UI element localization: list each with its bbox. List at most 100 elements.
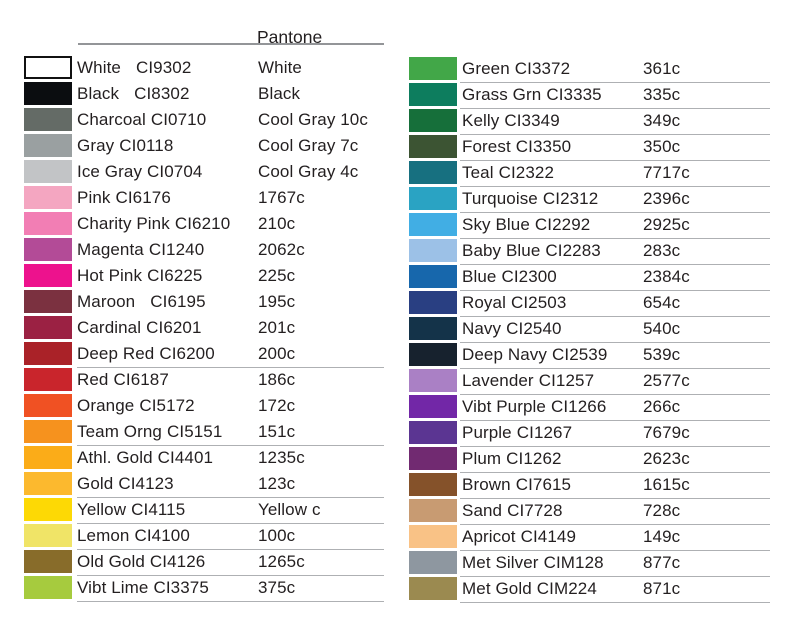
pantone-column-header: Pantone — [257, 27, 323, 47]
color-name-and-code: Cardinal CI6201 — [77, 318, 202, 338]
color-name-and-code: Vibt Lime CI3375 — [77, 578, 209, 598]
color-code: CI4149 — [520, 527, 577, 546]
color-row: Apricot CI4149 149c — [409, 525, 770, 551]
color-swatch — [409, 343, 457, 366]
pantone-value: 1615c — [643, 475, 690, 494]
color-name: Plum — [462, 449, 502, 468]
color-row: Gold CI4123 123c — [24, 472, 384, 498]
color-name: Green — [462, 59, 510, 78]
color-swatch — [409, 473, 457, 496]
color-name-and-code: Plum CI1262 — [462, 449, 562, 469]
pantone-value: 2925c — [643, 215, 690, 234]
pantone-value: 349c — [643, 111, 681, 130]
pantone-value: 1235c — [258, 448, 305, 467]
color-code: CI6187 — [113, 370, 169, 389]
color-name: Black — [77, 84, 120, 103]
color-code: CI3335 — [546, 85, 602, 104]
color-row: Met Silver CIM128 877c — [409, 551, 770, 577]
color-name-and-code: Lavender CI1257 — [462, 371, 594, 391]
color-row: Deep Navy CI2539 539c — [409, 343, 770, 369]
pantone-value: Cool Gray 10c — [258, 110, 368, 129]
color-row: Sky Blue CI2292 2925c — [409, 213, 770, 239]
color-name-and-code: Turquoise CI2312 — [462, 189, 598, 209]
color-code: CI9302 — [135, 58, 192, 77]
color-code: CI2503 — [510, 293, 567, 312]
color-code: CI4126 — [149, 552, 206, 571]
color-name: Purple — [462, 423, 512, 442]
color-name-and-code: Apricot CI4149 — [462, 527, 576, 547]
color-row: Purple CI1267 7679c — [409, 421, 770, 447]
pantone-value: 1767c — [258, 188, 305, 207]
color-name: Deep Red — [77, 344, 155, 363]
color-name-and-code: Grass Grn CI3335 — [462, 85, 602, 105]
color-name-and-code: Athl. Gold CI4401 — [77, 448, 213, 468]
color-row: Orange CI5172 172c — [24, 394, 384, 420]
color-code: CI5151 — [167, 422, 223, 441]
color-row: Hot Pink CI6225 225c — [24, 264, 384, 290]
color-row: Maroon CI6195 195c — [24, 290, 384, 316]
color-name: Lemon — [77, 526, 130, 545]
color-row: Plum CI1262 2623c — [409, 447, 770, 473]
pantone-value: 172c — [258, 396, 296, 415]
color-row: Black CI8302 Black — [24, 82, 384, 108]
color-name-and-code: Baby Blue CI2283 — [462, 241, 601, 261]
color-code: CI6176 — [115, 188, 171, 207]
color-name: Kelly — [462, 111, 500, 130]
color-swatch — [24, 82, 72, 105]
color-row: Team Orng CI5151 151c — [24, 420, 384, 446]
color-code: CI2292 — [534, 215, 591, 234]
pantone-value: 7717c — [643, 163, 690, 182]
color-name: Teal — [462, 163, 494, 182]
color-swatch — [409, 499, 457, 522]
color-name: Vibt Lime — [77, 578, 149, 597]
color-swatch — [24, 108, 72, 131]
color-name: Sky Blue — [462, 215, 530, 234]
color-row: Grass Grn CI3335 335c — [409, 83, 770, 109]
color-code: CI1262 — [506, 449, 562, 468]
color-code: CI4123 — [118, 474, 174, 493]
color-name: Royal — [462, 293, 506, 312]
color-name-and-code: Vibt Purple CI1266 — [462, 397, 606, 417]
color-row: Vibt Lime CI3375 375c — [24, 576, 384, 602]
color-code: CI7615 — [515, 475, 572, 494]
color-row: Magenta CI1240 2062c — [24, 238, 384, 264]
color-name: Charcoal — [77, 110, 146, 129]
color-name: Brown — [462, 475, 511, 494]
color-row: Green CI3372 361c — [409, 57, 770, 83]
color-row: Brown CI7615 1615c — [409, 473, 770, 499]
color-name-and-code: Teal CI2322 — [462, 163, 554, 183]
color-name: Red — [77, 370, 109, 389]
color-name: Met Silver — [462, 553, 539, 572]
pantone-value: 123c — [258, 474, 296, 493]
color-code: CI2283 — [545, 241, 601, 260]
pantone-value: 2623c — [643, 449, 690, 468]
color-name-and-code: Sand CI7728 — [462, 501, 563, 521]
pantone-value: White — [258, 58, 302, 77]
color-code: CI3375 — [153, 578, 209, 597]
color-row: Kelly CI3349 349c — [409, 109, 770, 135]
color-swatch — [24, 394, 72, 417]
pantone-value: 100c — [258, 526, 296, 545]
pantone-value: 1265c — [258, 552, 305, 571]
pantone-value: 539c — [643, 345, 681, 364]
color-swatch — [409, 213, 457, 236]
color-name: Vibt Purple — [462, 397, 546, 416]
color-name-and-code: Navy CI2540 — [462, 319, 562, 339]
pantone-value: 361c — [643, 59, 681, 78]
pantone-value: 200c — [258, 344, 296, 363]
color-swatch — [409, 83, 457, 106]
color-name-and-code: Orange CI5172 — [77, 396, 195, 416]
color-code: CI4100 — [134, 526, 190, 545]
pantone-value: 350c — [643, 137, 681, 156]
color-code: CI3372 — [514, 59, 571, 78]
color-row: Charity Pink CI6210 210c — [24, 212, 384, 238]
pantone-value: 225c — [258, 266, 296, 285]
color-swatch — [24, 498, 72, 521]
color-swatch — [409, 57, 457, 80]
color-code: CI4401 — [157, 448, 214, 467]
color-row: Forest CI3350 350c — [409, 135, 770, 161]
color-swatch — [24, 472, 72, 495]
color-name: Orange — [77, 396, 135, 415]
color-name-and-code: Sky Blue CI2292 — [462, 215, 590, 235]
pantone-value: 654c — [643, 293, 681, 312]
